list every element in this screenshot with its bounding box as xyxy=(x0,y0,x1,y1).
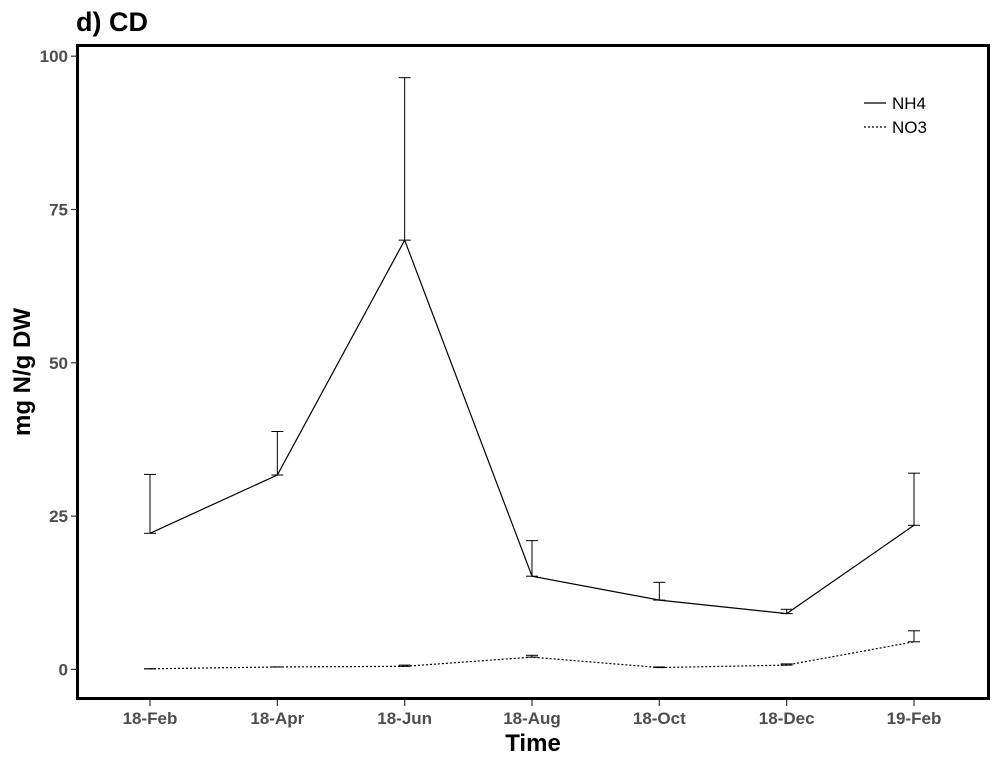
error-bar xyxy=(271,430,284,476)
error-bar xyxy=(908,630,920,643)
x-tick-label: 18-Jun xyxy=(377,709,432,728)
error-bar xyxy=(398,664,411,667)
x-axis: 18-Feb 18-Apr 18-Jun 18-Aug 18-Oct 18-Dec 19-F… xyxy=(123,700,942,728)
legend-label-nh4: NH4 xyxy=(892,94,926,113)
x-tick-label: 18-Feb xyxy=(123,709,178,728)
error-bar xyxy=(526,540,538,577)
x-axis-title: Time xyxy=(505,730,561,757)
x-tick-label: 18-Oct xyxy=(633,709,686,728)
legend-label-no3: NO3 xyxy=(892,118,927,137)
error-bar xyxy=(653,581,666,601)
series-no3 xyxy=(144,630,920,670)
x-tick-label: 19-Feb xyxy=(887,709,942,728)
series-layer xyxy=(144,77,920,670)
error-bar xyxy=(908,472,920,526)
x-tick-label: 18-Apr xyxy=(250,709,304,728)
chart-title: d) CD xyxy=(76,7,148,37)
error-bar xyxy=(526,654,538,658)
series-nh4 xyxy=(144,77,920,615)
error-bar xyxy=(780,608,793,615)
y-axis-title: mg N/g DW xyxy=(9,308,36,436)
error-bar xyxy=(653,666,666,669)
error-bar xyxy=(144,473,156,534)
y-axis: 0 25 50 75 100 xyxy=(40,47,77,679)
y-tick-label: 0 xyxy=(59,660,68,679)
x-tick-label: 18-Aug xyxy=(503,709,561,728)
plot-panel xyxy=(76,44,990,700)
y-tick-label: 25 xyxy=(49,507,68,526)
x-tick-label: 18-Dec xyxy=(759,709,815,728)
y-tick-label: 50 xyxy=(49,354,68,373)
y-tick-label: 100 xyxy=(40,47,68,66)
error-bar xyxy=(398,77,411,241)
error-bar xyxy=(780,663,793,666)
y-tick-label: 75 xyxy=(49,201,68,220)
